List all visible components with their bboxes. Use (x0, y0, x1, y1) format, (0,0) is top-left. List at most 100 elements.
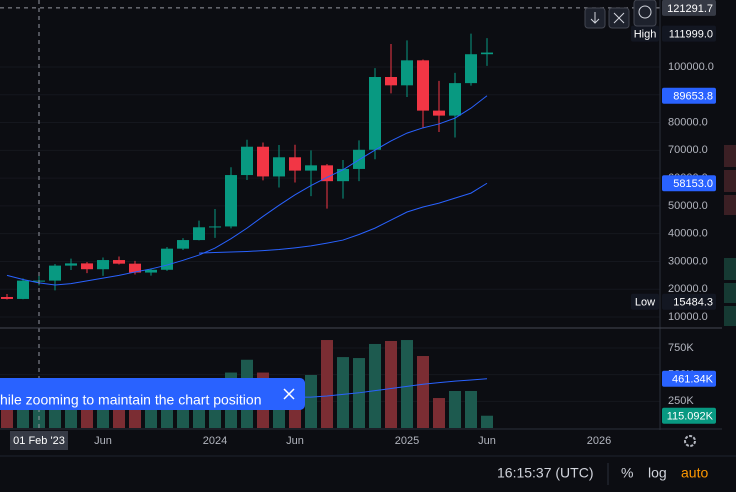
candle-body (305, 165, 317, 171)
settings[interactable] (684, 435, 696, 447)
candle-body (97, 260, 109, 270)
volume-bar (321, 340, 333, 428)
volume-bar (337, 357, 349, 428)
candle-body (449, 83, 461, 116)
toolbar (584, 0, 657, 29)
price-label: 58153.0 (673, 178, 713, 190)
log-toggle[interactable]: log (648, 465, 667, 481)
price-tag: Low (635, 297, 655, 309)
x-tick-label: Jun (286, 435, 304, 447)
percent-toggle[interactable]: % (621, 465, 633, 481)
price-label-box (662, 293, 716, 310)
icon (613, 12, 625, 24)
candle-body (65, 263, 77, 266)
price-label-box (662, 25, 716, 42)
x-tick-label: 2025 (395, 435, 419, 447)
candle-body (257, 146, 269, 177)
price-label-box (662, 175, 716, 192)
candle-body (369, 77, 381, 150)
side-block (724, 145, 736, 167)
candle-body (273, 157, 285, 177)
candle-body (241, 146, 253, 176)
candle-body (49, 265, 61, 281)
x-tick-label: Jun (478, 435, 496, 447)
candle-body (177, 240, 189, 249)
clock: 16:15:37 (UTC) (497, 465, 593, 481)
refresh-button[interactable] (633, 0, 657, 27)
volume-bar (401, 340, 413, 428)
y-tick-label: 20000.0 (668, 283, 708, 295)
candle-body (161, 248, 173, 270)
price-label: 15484.3 (673, 297, 713, 309)
icon (590, 12, 600, 24)
y-tick-label: 70000.0 (668, 144, 708, 156)
y-tick-label: 30000.0 (668, 255, 708, 267)
volume-bar (449, 390, 461, 428)
y-tick-label: 100000.0 (668, 61, 714, 73)
volume-bar (385, 340, 397, 428)
candle-body (129, 263, 141, 273)
icon (638, 5, 652, 19)
side-block (724, 258, 736, 280)
volume-bar (369, 343, 381, 428)
y-tick-label: 40000.0 (668, 228, 708, 240)
toast: hile zooming to maintain the chart posit… (0, 378, 305, 410)
volume-bar (465, 390, 477, 428)
price-label: 89653.8 (673, 91, 713, 103)
auto-toggle[interactable]: auto (681, 465, 708, 481)
x-tick-label: Jun (94, 435, 112, 447)
crosshair-time-label: 01 Feb '23 (13, 435, 65, 447)
y-tick-label: 10000.0 (668, 311, 708, 323)
candle-body (209, 226, 221, 228)
toast-box (0, 378, 305, 410)
candle-body (1, 297, 13, 299)
candle-body (401, 60, 413, 86)
candle-body (481, 52, 493, 55)
volume-tick-label: 250K (668, 395, 694, 407)
crosshair-time-box (10, 431, 68, 450)
moving-average (198, 182, 488, 254)
volume-bar (481, 415, 493, 428)
candle-body (385, 77, 397, 86)
candle-body (289, 157, 301, 171)
candle-body (193, 227, 205, 241)
price-label-box (662, 370, 716, 387)
price-axis (660, 0, 722, 430)
price-tag: High (634, 29, 657, 41)
moving-average (6, 95, 488, 286)
price-label: 461.34K (672, 374, 714, 386)
settings-icon[interactable] (684, 435, 696, 447)
price-label-box (662, 87, 716, 104)
side-block (724, 170, 736, 192)
candle-body (321, 165, 333, 182)
y-tick-label: 80000.0 (668, 116, 708, 128)
x-tick-label: 2026 (587, 435, 611, 447)
volume-bar (417, 356, 429, 428)
side-block (724, 195, 736, 215)
x-tick-label: 2024 (203, 435, 227, 447)
price-label: 115.092K (667, 411, 714, 423)
candle-body (81, 263, 93, 270)
candle-body (225, 175, 237, 227)
side-block (724, 306, 736, 326)
price-label: 111999.0 (669, 29, 713, 41)
side-block (724, 283, 736, 303)
axis-labels: 10000.020000.030000.040000.050000.060000… (10, 0, 716, 450)
volume-bar (305, 375, 317, 428)
volume-bar (433, 398, 445, 428)
candle-body (17, 280, 29, 299)
price-label: 121291.7 (667, 3, 713, 15)
volume-tick-label: 750K (668, 342, 694, 354)
toast-text: hile zooming to maintain the chart posit… (0, 392, 261, 408)
price-tag-box (631, 25, 659, 42)
toast-close[interactable] (283, 388, 295, 400)
candle-body (337, 168, 349, 182)
y-tick-label: 50000.0 (668, 200, 708, 212)
price-label-box (662, 407, 716, 424)
candle-body (417, 60, 429, 111)
volume-bar (145, 404, 157, 428)
price-tag-box (631, 293, 659, 310)
candle-body (113, 260, 125, 264)
